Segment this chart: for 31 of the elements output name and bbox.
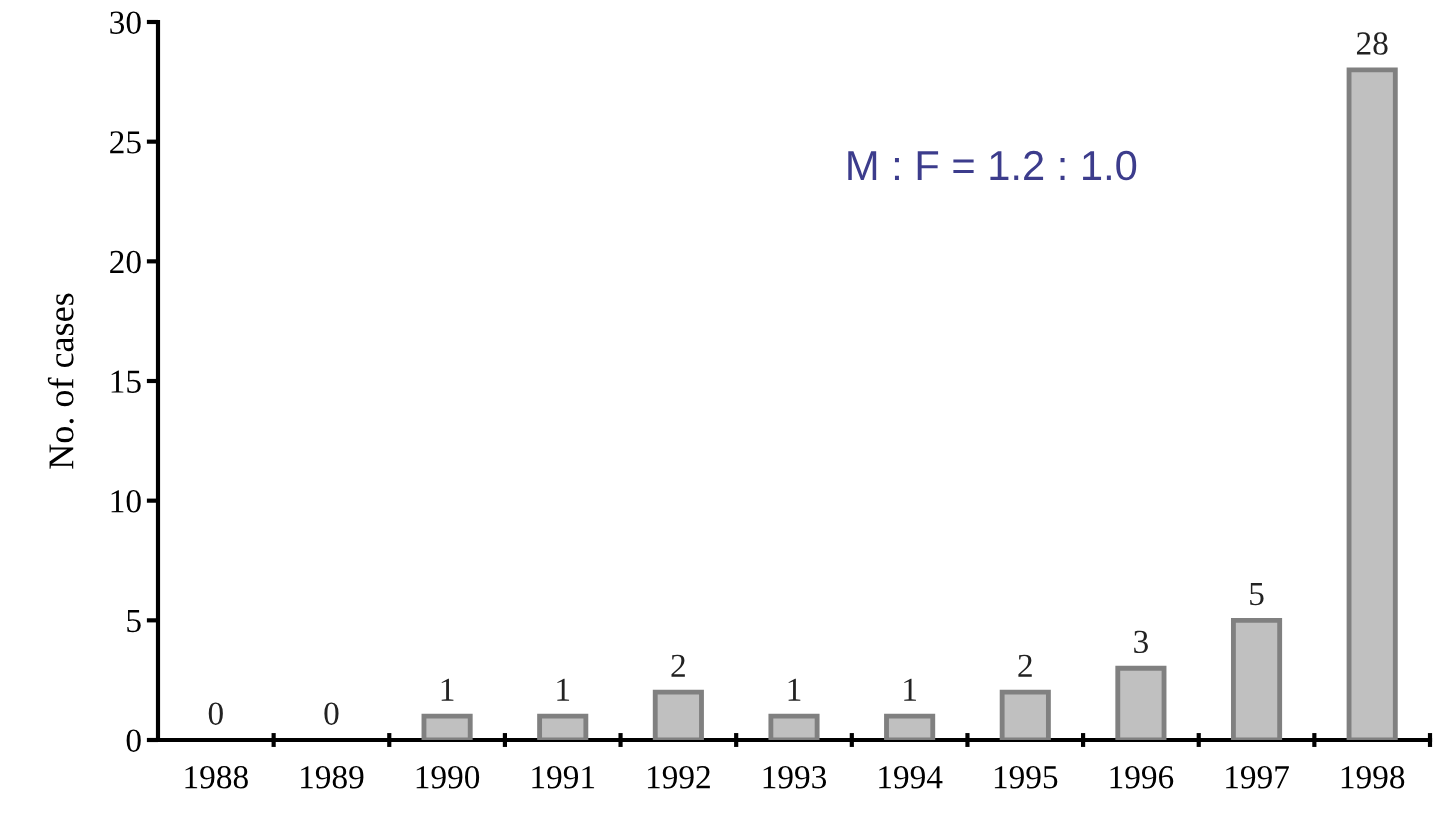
x-tick-label: 1998	[1341, 765, 1405, 789]
y-tick-label: 20	[110, 250, 141, 274]
x-tick-label: 1993	[763, 766, 827, 789]
x-tick-label: 1995	[994, 766, 1058, 789]
x-tick-label: 1990	[416, 765, 480, 789]
data-label: 2	[671, 654, 685, 677]
x-tick-label: 1989	[301, 765, 364, 789]
y-tick-label: 30	[110, 11, 141, 34]
data-label: 1	[788, 678, 801, 701]
data-label: 1	[441, 678, 454, 701]
data-label: 1	[904, 678, 916, 701]
y-tick-label: 10	[111, 490, 141, 513]
x-tick-label: 1991	[532, 766, 595, 789]
data-label: 0	[208, 702, 223, 725]
x-tick-label: 1988	[185, 765, 248, 789]
x-tick-label: 1994	[879, 766, 943, 789]
data-label: 1	[557, 678, 570, 701]
y-tick-label: 25	[110, 131, 141, 154]
data-label: 5	[1250, 583, 1264, 606]
y-tick-label: 15	[111, 370, 141, 393]
annotation: M : F = 1.2 : 1.0	[848, 150, 1137, 181]
y-tick-label: 5	[127, 610, 141, 633]
data-label: 0	[324, 702, 339, 725]
data-label: 2	[1018, 654, 1032, 677]
y-tick-label: 0	[126, 729, 141, 752]
data-label: 28	[1356, 32, 1388, 55]
x-tick-label: 1997	[1226, 766, 1289, 789]
x-tick-label: 1996	[1110, 766, 1174, 789]
y-axis-title: No. of cases	[47, 293, 74, 469]
x-tick-label: 1992	[647, 766, 710, 789]
data-label: 3	[1134, 630, 1148, 654]
